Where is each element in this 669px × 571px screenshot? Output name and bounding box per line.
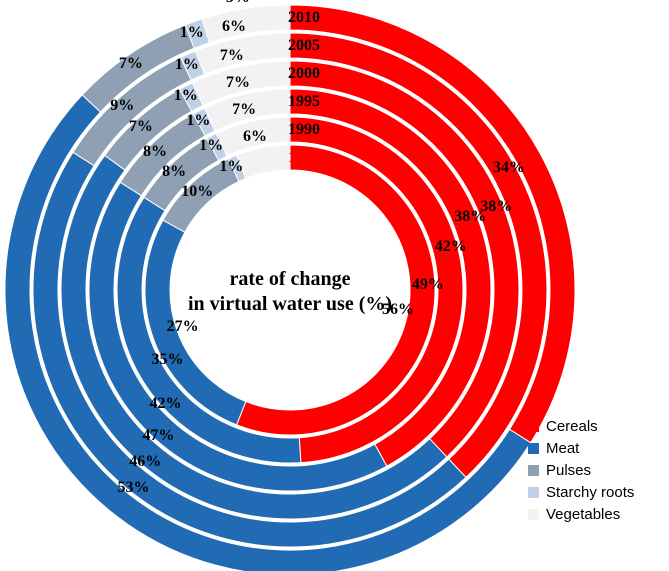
segment-label: 7% [129,118,153,136]
legend-item: Vegetables [528,506,634,523]
segment-label: 35% [151,351,183,369]
segment-label: 34% [493,159,525,177]
legend-swatch [528,443,539,454]
segment-label: 7% [119,55,143,73]
legend-swatch [528,509,539,520]
segment-label: 56% [382,301,414,319]
title-line-1: rate of change [170,268,410,291]
legend-label: Pulses [546,462,591,479]
segment-label: 27% [167,318,199,336]
segment-label: 10% [181,183,213,201]
segment-label: 7% [220,47,244,65]
segment-label: 1% [174,87,198,105]
legend-item: Cereals [528,418,634,435]
ring-year-label: 2000 [288,65,320,83]
legend-label: Vegetables [546,506,620,523]
segment-label: 8% [162,163,186,181]
segment-label: 1% [219,158,243,176]
ring-year-label: 1995 [288,93,320,111]
ring-year-label: 1990 [288,121,320,139]
segment-label: 8% [143,143,167,161]
legend-swatch [528,421,539,432]
segment-label: 1% [186,112,210,130]
segment-label: 38% [480,198,512,216]
segment-label: 7% [226,74,250,92]
legend-swatch [528,487,539,498]
segment-label: 47% [142,427,174,445]
legend-label: Meat [546,440,579,457]
legend: Cereals Meat Pulses Starchy roots Vegetables [528,418,634,528]
ring-segment [237,145,290,178]
ring-year-label: 2005 [288,37,320,55]
segment-label: 1% [199,137,223,155]
segment-label: 9% [110,97,134,115]
segment-label: 46% [129,453,161,471]
segment-label: 7% [232,101,256,119]
segment-label: 1% [175,56,199,74]
ring-year-label: 2010 [288,9,320,27]
legend-label: Cereals [546,418,598,435]
ring-year-label: 1985 [288,149,320,167]
legend-swatch [528,465,539,476]
legend-item: Pulses [528,462,634,479]
segment-label: 5% [226,0,250,7]
segment-label: 1% [180,24,204,42]
segment-label: 6% [222,18,246,36]
legend-label: Starchy roots [546,484,634,501]
legend-item: Starchy roots [528,484,634,501]
legend-item: Meat [528,440,634,457]
title-line-2: in virtual water use (%) [160,293,420,316]
segment-label: 6% [243,128,267,146]
segment-label: 49% [412,276,444,294]
segment-label: 42% [435,238,467,256]
segment-label: 42% [150,395,182,413]
segment-label: 53% [118,479,150,497]
